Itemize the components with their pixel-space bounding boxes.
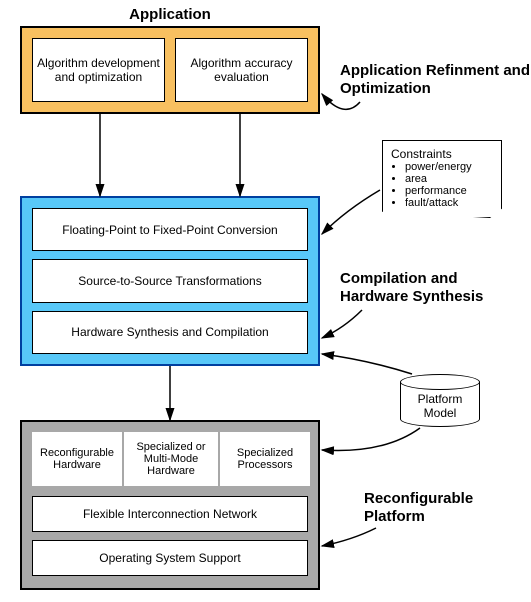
platform-stage: Reconfigurable Hardware Specialized or M… [20,420,320,590]
multimode-hw-trap: Specialized or Multi-Mode Hardware [124,432,218,486]
constraints-note: Constraints power/energy area performanc… [382,140,502,218]
os-support-box: Operating System Support [32,540,308,576]
constraints-title: Constraints [391,147,491,161]
src-to-src-box: Source-to-Source Transformations [32,259,308,302]
hw-synth-box: Hardware Synthesis and Compilation [32,311,308,354]
constraints-list: power/energy area performance fault/atta… [391,161,491,209]
reconf-hw-trap: Reconfigurable Hardware [32,432,122,486]
constraint-item: performance [405,185,491,197]
section-label-app: Application Refinment and Optimization [340,62,530,98]
section-label-platform: Reconfigurable Platform [364,490,531,526]
section-label-comp: Compilation and Hardware Synthesis [340,270,530,306]
constraint-item: fault/attack [405,197,491,209]
interconnect-box: Flexible Interconnection Network [32,496,308,532]
constraint-item: power/energy [405,161,491,173]
algo-dev-box: Algorithm development and optimization [32,38,165,102]
platform-model-cylinder: Platform Model [400,374,480,427]
application-title: Application [20,6,320,23]
application-stage: Algorithm development and optimization A… [20,26,320,114]
algo-accuracy-box: Algorithm accuracy evaluation [175,38,308,102]
constraint-item: area [405,173,491,185]
fp-to-fixed-box: Floating-Point to Fixed-Point Conversion [32,208,308,251]
compilation-stage: Floating-Point to Fixed-Point Conversion… [20,196,320,366]
spec-proc-trap: Specialized Processors [220,432,310,486]
